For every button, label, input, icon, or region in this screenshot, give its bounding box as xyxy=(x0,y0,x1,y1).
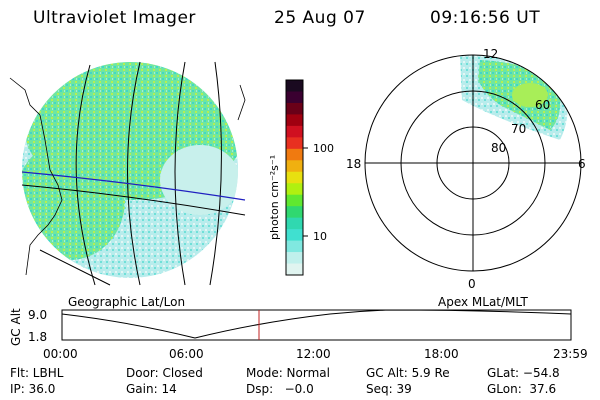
status-ip: IP: 36.0 xyxy=(10,382,56,396)
colorbar-swatch xyxy=(286,229,303,242)
colorbar-swatch xyxy=(286,102,303,115)
colorbar-swatch xyxy=(286,137,303,150)
colorbar-swatch xyxy=(286,206,303,219)
xtick-06: 06:00 xyxy=(169,347,204,361)
altitude-plot xyxy=(61,309,572,341)
colorbar-swatch xyxy=(286,148,303,161)
observation-date: 25 Aug 07 xyxy=(274,8,366,28)
colorbar-frame xyxy=(285,79,304,276)
status-gc-alt: GC Alt: 5.9 Re xyxy=(366,366,450,380)
coastline xyxy=(9,77,63,276)
colorbar-swatch xyxy=(286,80,303,92)
geographic-map xyxy=(9,61,246,286)
colorbar-unit-label: photon cm⁻²s⁻¹ xyxy=(268,155,281,240)
colorbar-tick-10: 10 xyxy=(313,230,327,243)
colorbar-swatch xyxy=(286,240,303,253)
colorbar-swatch xyxy=(286,194,303,207)
colorbar-swatch xyxy=(286,125,303,138)
status-mode: Mode: Normal xyxy=(246,366,330,380)
colorbar-swatch xyxy=(286,160,303,173)
mlat-label-80: 80 xyxy=(491,141,506,155)
altitude-ytick-min: 1.8 xyxy=(28,330,47,344)
observation-time: 09:16:56 UT xyxy=(430,8,541,28)
xtick-2359: 23:59 xyxy=(553,347,588,361)
status-flt: Flt: LBHL xyxy=(10,366,64,380)
geographic-caption: Geographic Lat/Lon xyxy=(68,295,185,309)
instrument-title: Ultraviolet Imager xyxy=(33,8,196,28)
colorbar-swatch xyxy=(286,171,303,184)
status-door: Door: Closed xyxy=(126,366,203,380)
mlat-label-70: 70 xyxy=(511,122,526,136)
colorbar xyxy=(285,79,304,276)
colorbar-swatch xyxy=(286,183,303,196)
colorbar-swatch xyxy=(286,91,303,104)
altitude-curve xyxy=(61,309,572,339)
altitude-ytick-max: 9.0 xyxy=(28,308,47,322)
mlt-label-6: 6 xyxy=(578,157,586,171)
xtick-18: 18:00 xyxy=(424,347,459,361)
polar-plot xyxy=(364,54,582,272)
colorbar-swatch xyxy=(286,114,303,127)
lat-lon-grid xyxy=(21,61,246,286)
mlat-label-60: 60 xyxy=(535,98,550,112)
colorbar-swatch xyxy=(286,252,303,265)
status-gain: Gain: 14 xyxy=(126,382,177,396)
status-seq: Seq: 39 xyxy=(366,382,412,396)
colorbar-swatch xyxy=(286,263,303,276)
orbit-track-line xyxy=(21,171,246,201)
mlt-label-0: 0 xyxy=(468,277,476,291)
status-glat: GLat: −54.8 xyxy=(487,366,560,380)
apex-caption: Apex MLat/MLT xyxy=(438,295,528,309)
colorbar-tick-100: 100 xyxy=(313,142,334,155)
colorbar-swatch xyxy=(286,217,303,230)
mlt-label-12: 12 xyxy=(483,47,498,61)
altitude-ylabel: GC Alt xyxy=(9,308,23,346)
status-dsp: Dsp: −0.0 xyxy=(246,382,314,396)
xtick-00: 00:00 xyxy=(43,347,78,361)
xtick-12: 12:00 xyxy=(296,347,331,361)
coastline-east xyxy=(237,84,246,121)
mlt-label-18: 18 xyxy=(346,157,361,171)
status-glon: GLon: 37.6 xyxy=(487,382,557,396)
